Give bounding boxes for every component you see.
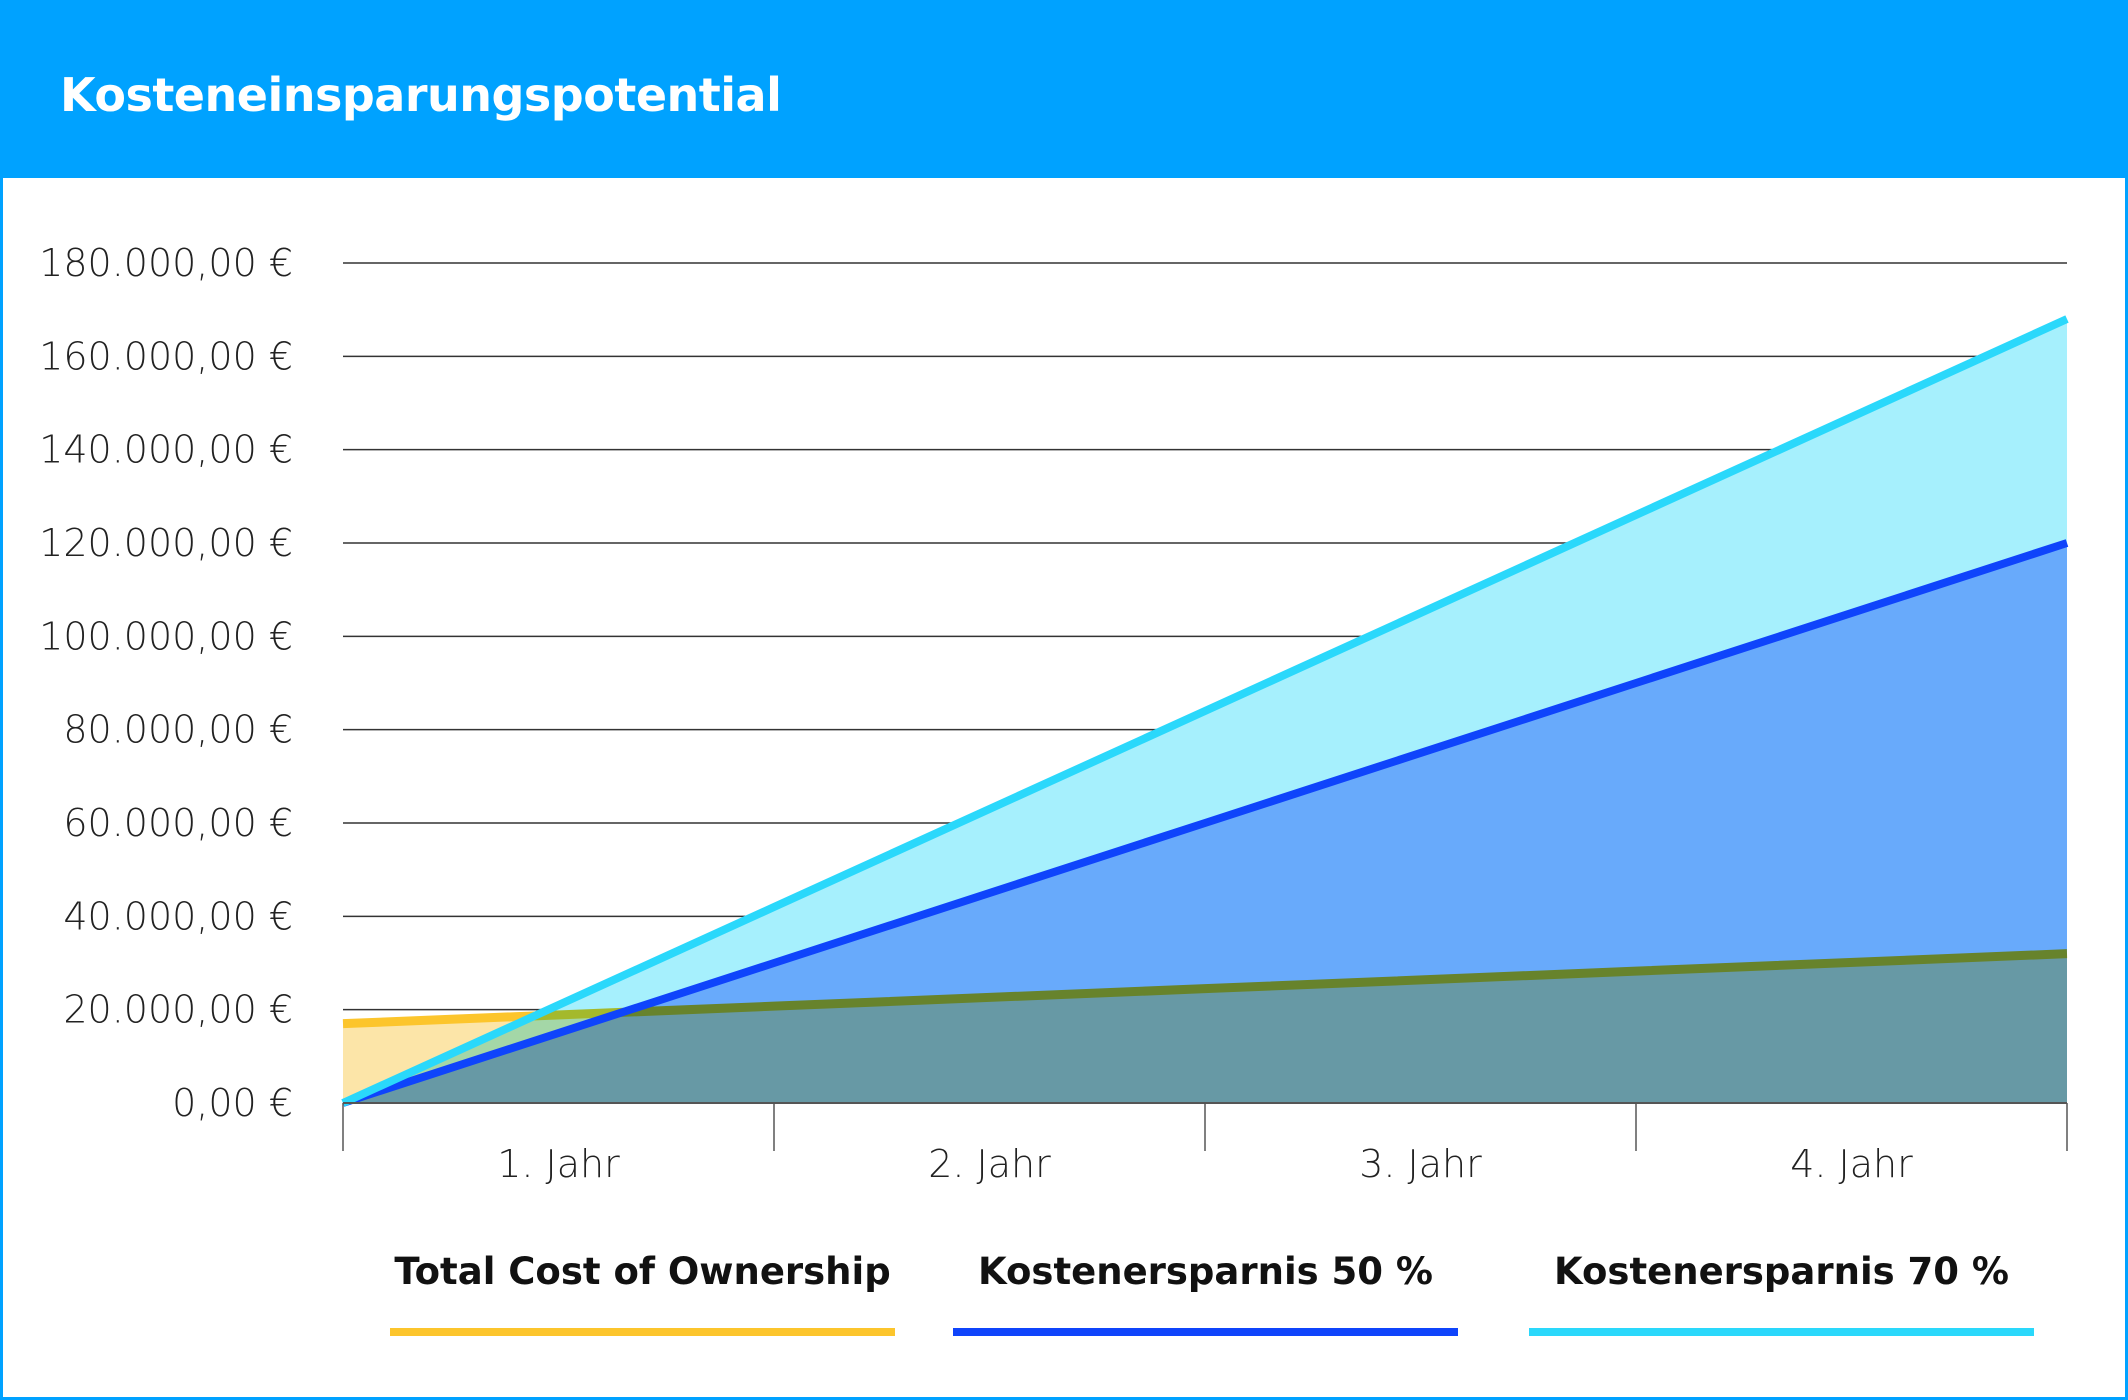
y-tick-label: 120.000,00 € <box>39 521 293 565</box>
area-tco <box>343 953 2067 1103</box>
legend-item-save50: Kostenersparnis 50 % <box>953 1250 1458 1336</box>
y-tick-label: 80.000,00 € <box>63 708 293 752</box>
legend-label: Kostenersparnis 50 % <box>977 1250 1434 1293</box>
legend-label: Kostenersparnis 70 % <box>1553 1250 2010 1293</box>
x-tick-label: 3. Jahr <box>1359 1142 1482 1186</box>
y-tick-label: 20.000,00 € <box>63 988 293 1032</box>
y-tick-label: 100.000,00 € <box>39 614 293 658</box>
y-tick-label: 60.000,00 € <box>63 801 293 845</box>
line-save50 <box>341 539 2069 1107</box>
x-tick-label: 4. Jahr <box>1790 1142 1913 1186</box>
x-axis <box>342 1102 2068 1151</box>
y-tick-label: 40.000,00 € <box>63 894 293 938</box>
legend-label: Total Cost of Ownership <box>394 1250 891 1293</box>
legend-swatch <box>390 1328 895 1336</box>
legend-swatch <box>1529 1328 2034 1336</box>
legend-item-tco: Total Cost of Ownership <box>390 1250 895 1336</box>
x-axis-labels: 1. Jahr 2. Jahr 3. Jahr 4. Jahr <box>497 1142 1913 1186</box>
x-tick-label: 1. Jahr <box>497 1142 620 1186</box>
y-axis-labels: 0,00 € 20.000,00 € 40.000,00 € 60.000,00 € 8… <box>39 241 293 1125</box>
x-tick-label: 2. Jahr <box>928 1142 1051 1186</box>
y-tick-label: 160.000,00 € <box>39 334 293 378</box>
legend-swatch <box>953 1328 1458 1336</box>
y-tick-label: 180.000,00 € <box>39 241 293 285</box>
line-save70 <box>341 315 2069 1107</box>
y-tick-label: 140.000,00 € <box>39 428 293 472</box>
header-bar: Kosteneinsparungspotential <box>0 0 2128 178</box>
y-tick-label: 0,00 € <box>172 1081 293 1125</box>
legend-item-save70: Kostenersparnis 70 % <box>1529 1250 2034 1336</box>
chart-title: Kosteneinsparungspotential <box>60 68 782 122</box>
series-lines <box>341 315 2069 1107</box>
